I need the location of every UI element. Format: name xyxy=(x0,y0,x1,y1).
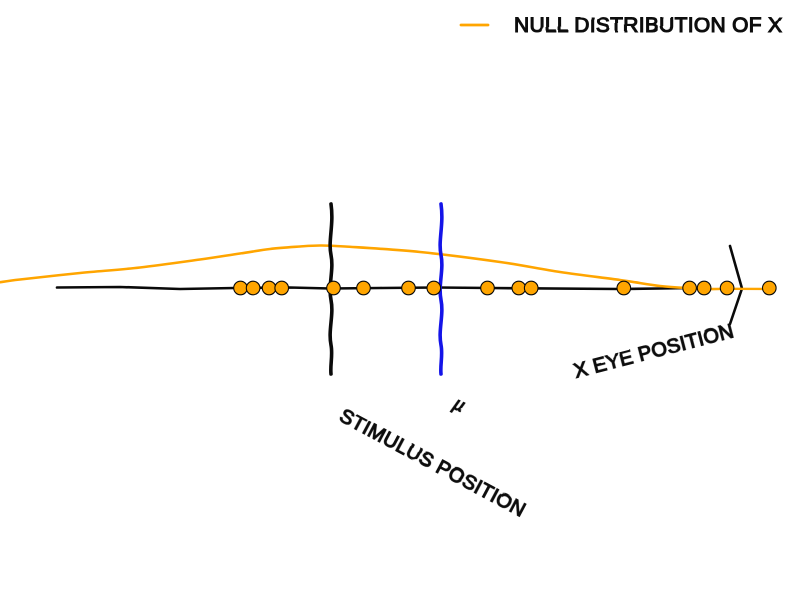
svg-text:NULL DISTRIBUTION OF X: NULL DISTRIBUTION OF X xyxy=(514,14,782,37)
